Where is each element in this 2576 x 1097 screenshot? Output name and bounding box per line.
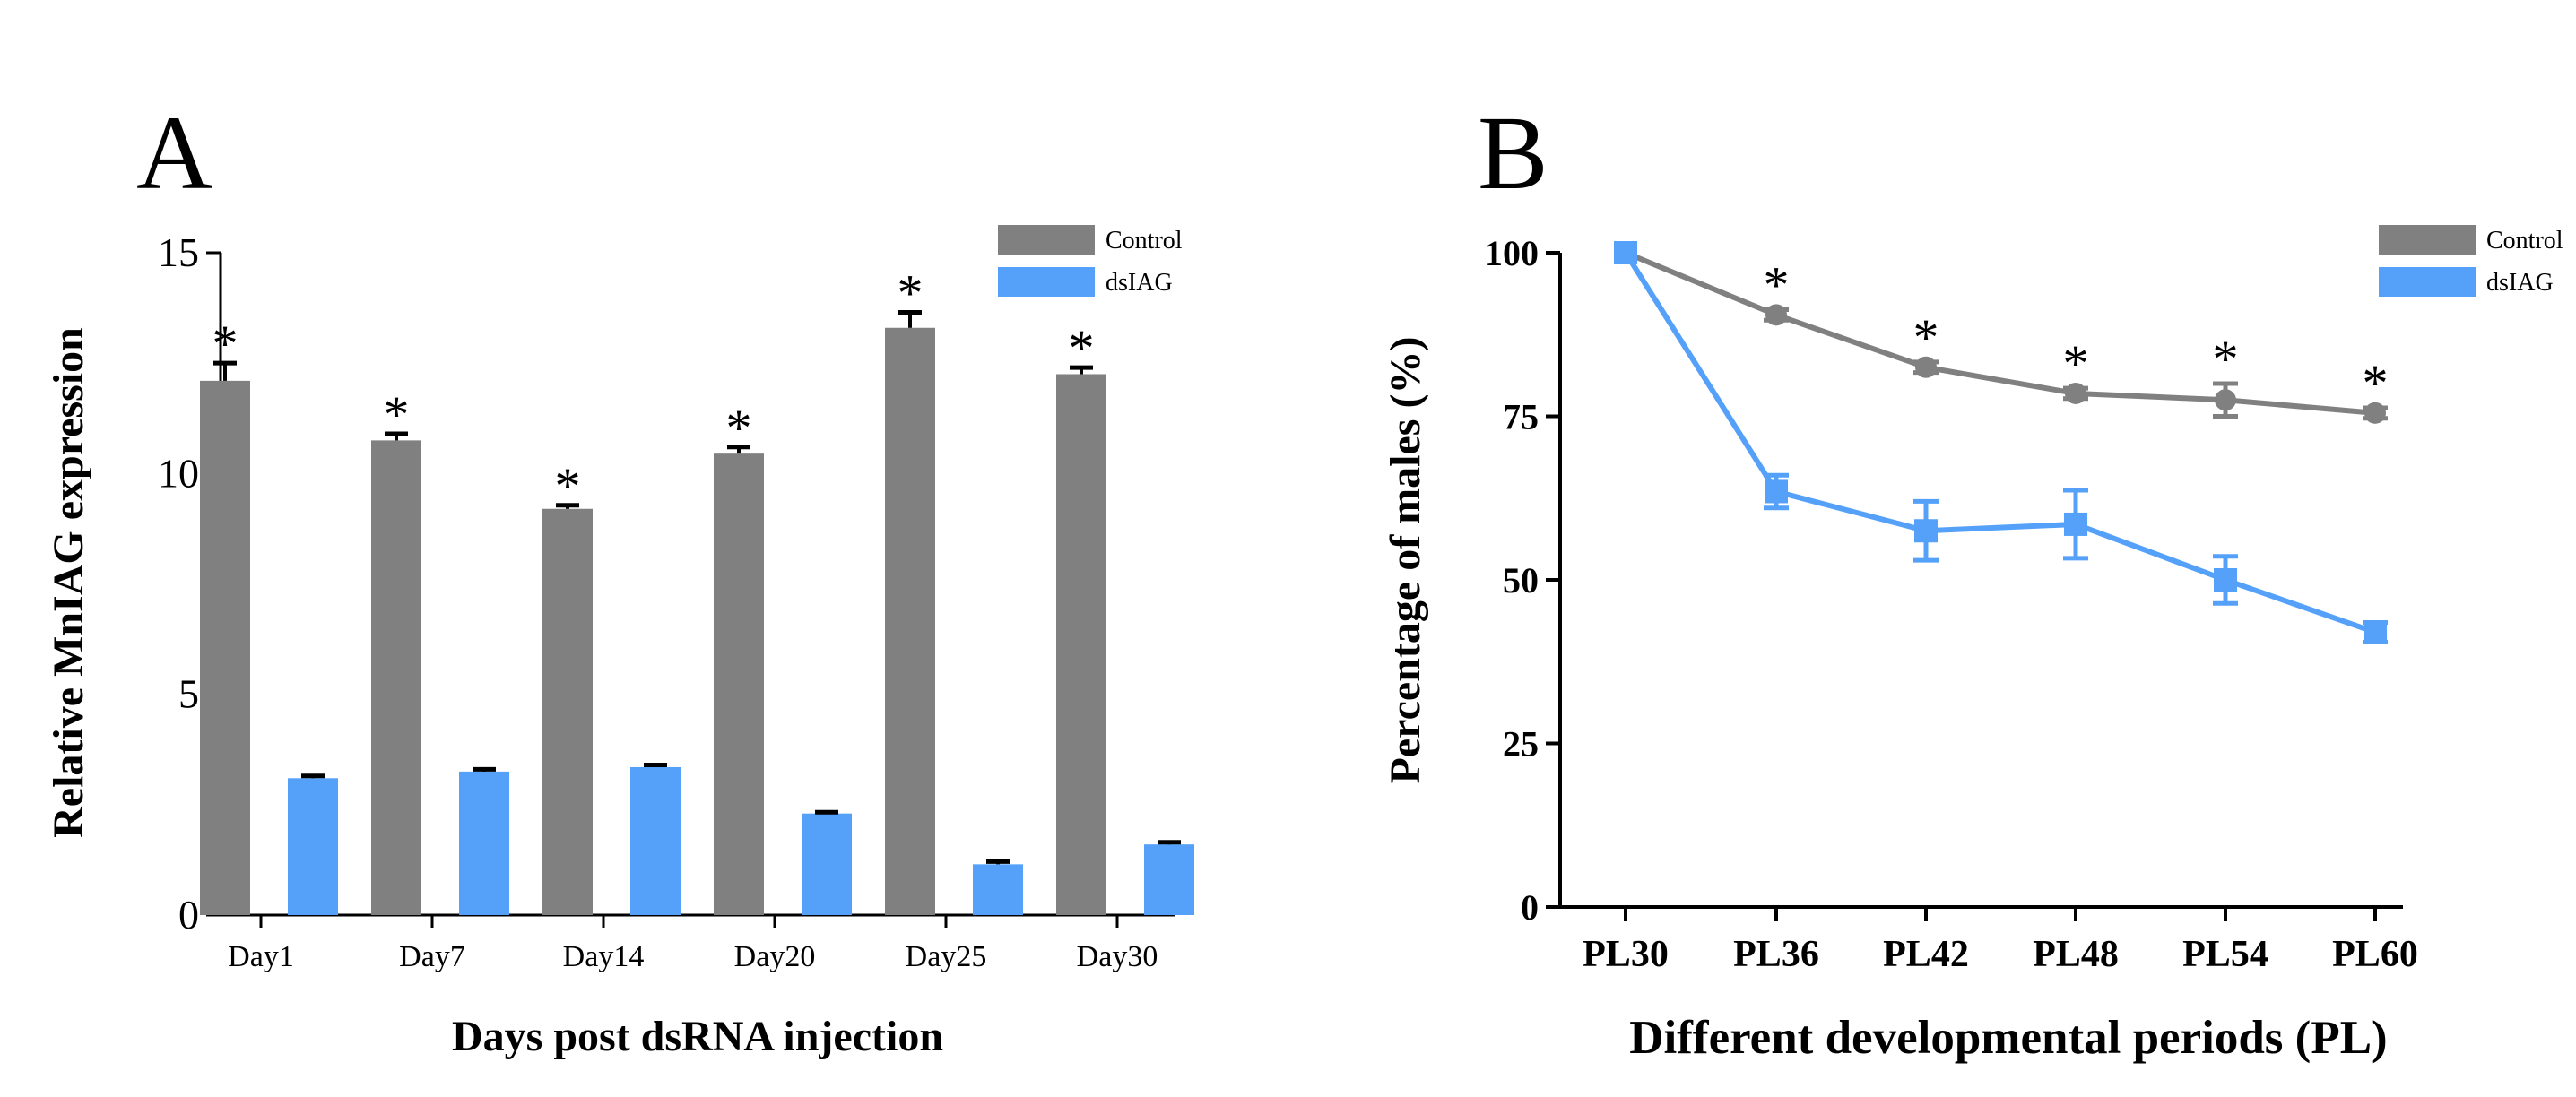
- x-tick-label: PL30: [1583, 934, 1669, 975]
- significance-marker: *: [2363, 354, 2389, 412]
- point-control: [2215, 389, 2236, 411]
- legend-swatch-control: [998, 225, 1095, 255]
- significance-marker: *: [212, 315, 239, 373]
- panel-a-y-axis-title: Relative MnIAG expression: [45, 327, 92, 838]
- point-control: [1765, 304, 1787, 326]
- bar-control: [1056, 374, 1106, 915]
- x-tick-label: PL54: [2182, 934, 2268, 975]
- line-control: [1624, 250, 2376, 416]
- x-tick-label: PL42: [1883, 934, 1969, 975]
- panel-a-x-axis-title: Days post dsRNA injection: [452, 1013, 943, 1060]
- significance-marker: *: [2213, 330, 2239, 388]
- legend-label-dsiag: dsIAG: [1106, 269, 1173, 297]
- significance-marker: *: [898, 264, 924, 323]
- point-dsiag: [2364, 620, 2387, 644]
- y-tick-label: 100: [1485, 233, 1539, 273]
- panel-a-x-axis: Day1 Day7 Day14 Day20 Day25 Day30: [228, 915, 1158, 973]
- significance-marker: *: [1764, 256, 1790, 315]
- y-tick-label: 50: [1503, 560, 1539, 600]
- legend-swatch-dsiag: [998, 267, 1095, 297]
- significance-marker: *: [555, 457, 581, 515]
- legend-label-control: Control: [2486, 227, 2563, 255]
- bar-control: [714, 453, 764, 915]
- x-tick-label: Day25: [906, 940, 987, 973]
- x-tick-label: PL60: [2332, 934, 2418, 975]
- point-dsiag: [1614, 241, 1637, 264]
- bar-dsiag: [1144, 844, 1194, 915]
- panel-a-legend: Control dsIAG: [998, 225, 1183, 297]
- significance-marker: *: [1913, 308, 1939, 367]
- point-control: [2364, 402, 2386, 424]
- y-tick-label: 0: [178, 892, 199, 937]
- bar-dsiag: [630, 766, 681, 915]
- panel-b-x-axis: PL30 PL36 PL42 PL48 PL54 PL60: [1583, 907, 2418, 975]
- point-dsiag: [2214, 568, 2237, 592]
- legend-label-control: Control: [1106, 227, 1183, 255]
- x-tick-label: Day1: [228, 940, 294, 973]
- y-tick-label: 10: [158, 450, 199, 496]
- point-dsiag: [1765, 479, 1788, 504]
- panel-b-y-axis-title: Percentage of males (%): [1382, 337, 1429, 784]
- x-tick-label: PL36: [1733, 934, 1819, 975]
- bar-control: [200, 380, 250, 916]
- panel-a-bars: * * * * * *: [200, 264, 1194, 916]
- bar-control: [542, 508, 593, 915]
- point-dsiag: [2064, 512, 2087, 536]
- point-control: [1915, 356, 1937, 378]
- y-tick-label: 25: [1503, 724, 1539, 764]
- bar-control: [885, 327, 935, 916]
- y-tick-label: 75: [1503, 397, 1539, 437]
- panel-b-y-axis: 0 25 50 75 100: [1485, 233, 2403, 928]
- x-tick-label: Day30: [1077, 940, 1158, 973]
- x-tick-label: Day7: [399, 940, 465, 973]
- panel-a-label: A: [136, 94, 212, 212]
- x-tick-label: PL48: [2033, 934, 2119, 975]
- legend-label-dsiag: dsIAG: [2486, 269, 2554, 297]
- legend-swatch-dsiag: [2379, 267, 2476, 297]
- bar-dsiag: [459, 771, 509, 915]
- panel-b-legend: Control dsIAG: [2379, 225, 2563, 297]
- y-tick-label: 15: [158, 229, 199, 275]
- line-dsiag: [1623, 251, 2376, 635]
- y-tick-label: 0: [1521, 887, 1539, 928]
- bar-control: [371, 440, 421, 916]
- x-tick-label: Day14: [563, 940, 645, 973]
- significance-marker: *: [384, 385, 410, 444]
- y-tick-label: 5: [178, 671, 199, 717]
- significance-marker: *: [2063, 334, 2089, 393]
- bar-dsiag: [973, 864, 1023, 915]
- legend-swatch-control: [2379, 225, 2476, 255]
- x-tick-label: Day20: [734, 940, 816, 973]
- significance-marker: *: [1069, 319, 1095, 377]
- panel-b-lines: * * * * *: [1614, 241, 2389, 644]
- point-dsiag: [1914, 519, 1938, 543]
- panel-b-x-axis-title: Different developmental periods (PL): [1629, 1012, 2387, 1064]
- panel-b-label: B: [1478, 94, 1548, 212]
- bar-dsiag: [802, 813, 852, 915]
- point-control: [2065, 382, 2086, 404]
- bar-dsiag: [288, 778, 338, 915]
- significance-marker: *: [726, 399, 752, 457]
